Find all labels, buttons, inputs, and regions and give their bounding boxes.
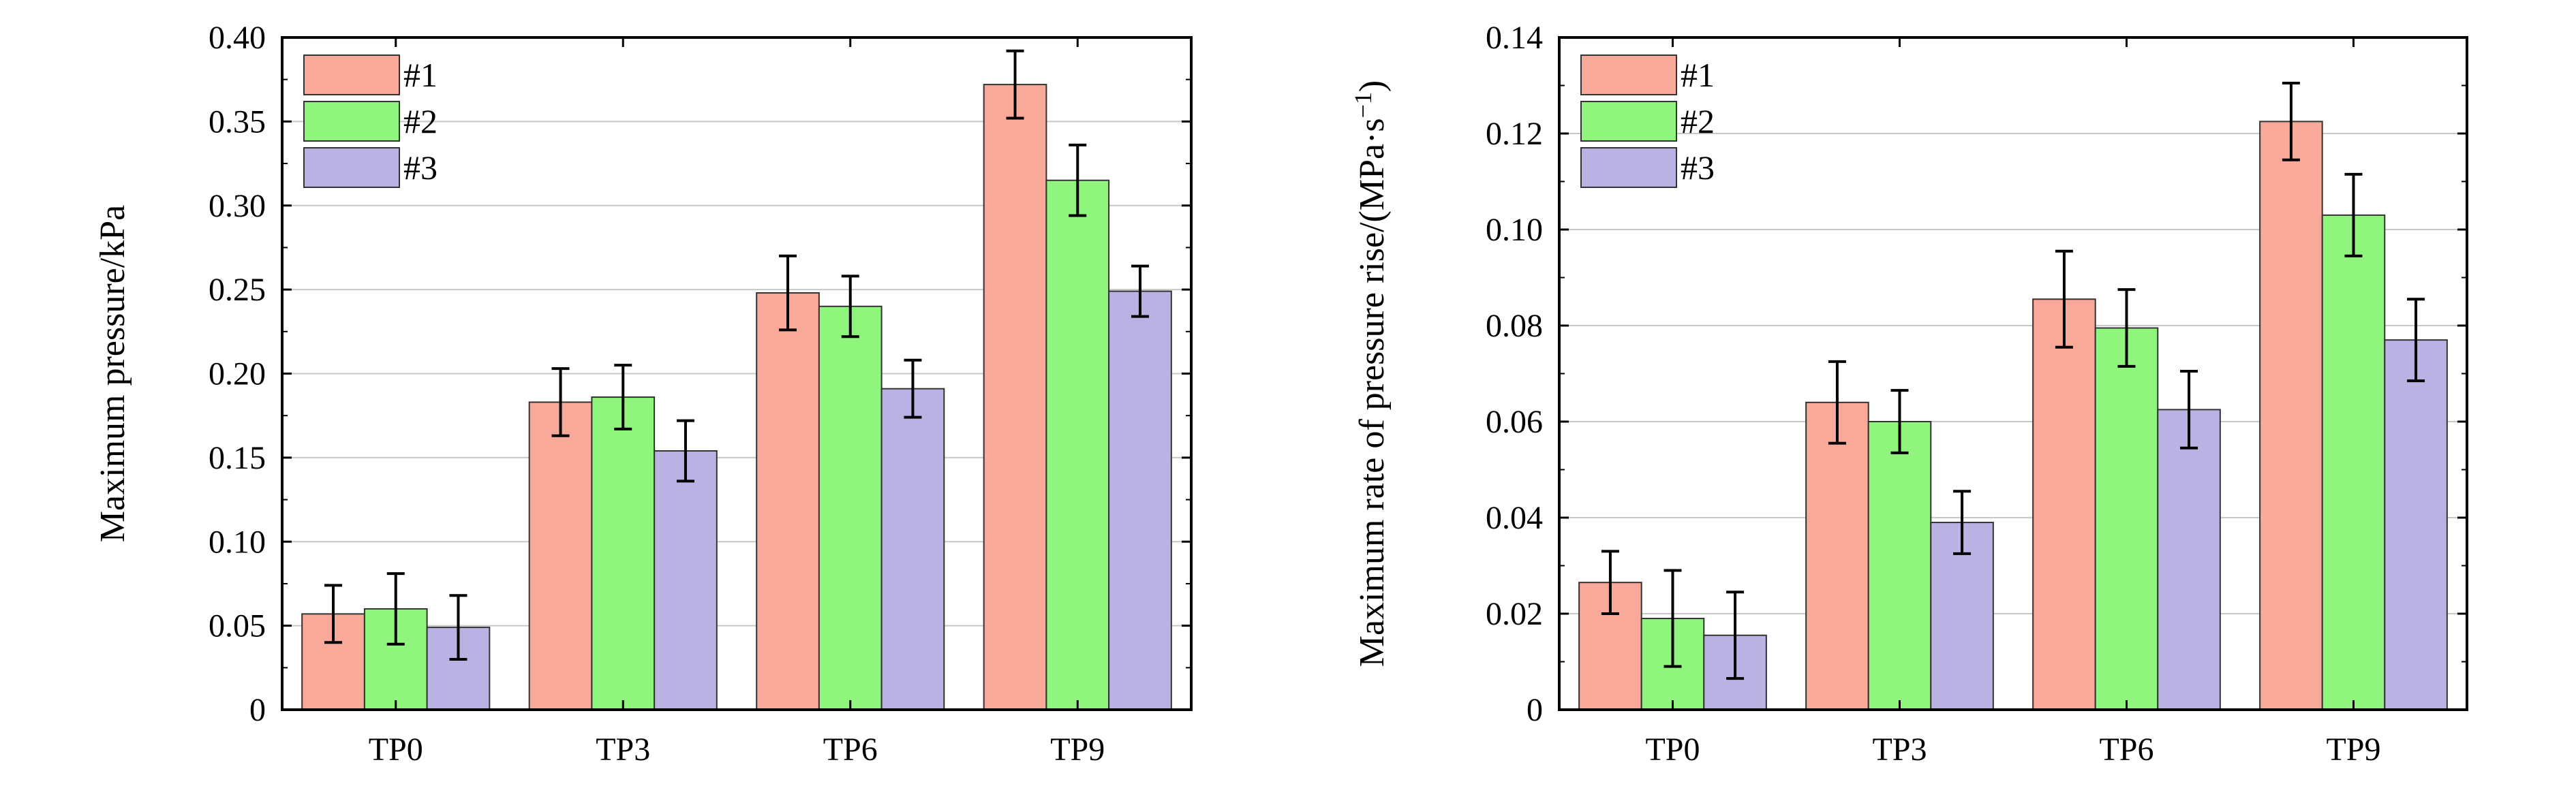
bar-s3-TP6 [2157, 409, 2221, 710]
y-tick-label: 0.05 [209, 608, 266, 644]
legend-swatch [303, 101, 400, 142]
chart-max-pressure: 0 0.05 0.10 0.15 0.20 0.25 0.30 0.35 0.40 TP0 TP3 T… [93, 20, 1193, 768]
legend-label: #3 [403, 148, 438, 187]
legend-label: #1 [403, 56, 438, 94]
legend-label: #3 [1681, 148, 1715, 187]
bar-s2-TP9 [1045, 179, 1110, 710]
x-tick-label: TP6 [2099, 732, 2153, 768]
y-tick-label: 0.04 [1486, 500, 1543, 536]
y-tick-label: 0.08 [1486, 308, 1543, 344]
x-tick-label: TP0 [369, 732, 423, 768]
y-tick-label: 0.20 [209, 356, 266, 392]
y-tick-label: 0.14 [1486, 20, 1543, 56]
legend-label: #2 [403, 102, 438, 140]
legend-label: #2 [1681, 102, 1715, 140]
bar-s1-TP9 [2259, 121, 2323, 710]
y-tick-label: 0.10 [1486, 212, 1543, 248]
y-tick-label: 0.02 [1486, 596, 1543, 632]
y-tick-label: 0 [249, 692, 266, 728]
bar-s2-TP6 [2094, 327, 2159, 710]
legend-swatch [303, 147, 400, 188]
legend-swatch [1580, 54, 1677, 95]
y-tick-label: 0.15 [209, 440, 266, 476]
y-axis-label-superscript: −1 [1349, 92, 1377, 118]
x-tick-label: TP3 [596, 732, 650, 768]
legend-label: #1 [1681, 56, 1715, 94]
y-tick-label: 0.12 [1486, 116, 1543, 152]
legend-swatch [1580, 147, 1677, 188]
y-axis-label: Maximum rate of pressure rise/(MPa·s−1) [1349, 80, 1392, 667]
y-tick-label: 0.25 [209, 272, 266, 308]
y-tick-label: 0 [1527, 692, 1543, 728]
bar-s1-TP6 [2032, 298, 2096, 711]
chart-max-pressure-rise-rate: 0 0.02 0.04 0.06 0.08 0.10 0.12 0.14 TP0 TP3 TP6 TP… [1349, 20, 2468, 768]
bar-s2-TP3 [1867, 421, 1932, 710]
y-axis-label-suffix: ) [1353, 80, 1392, 92]
plot-frame [1558, 36, 2468, 711]
bar-s3-TP9 [1108, 290, 1172, 710]
x-tick-label: TP9 [2326, 732, 2380, 768]
legend-swatch [1580, 101, 1677, 142]
x-tick-label: TP6 [823, 732, 878, 768]
x-tick-label: TP0 [1645, 732, 1700, 768]
bar-s2-TP9 [2321, 214, 2386, 711]
x-tick-label: TP3 [1872, 732, 1927, 768]
bar-s1-TP3 [528, 401, 593, 710]
legend-swatch [303, 54, 400, 95]
y-tick-label: 0.06 [1486, 404, 1543, 440]
plot-frame [281, 36, 1193, 711]
y-tick-label: 0.10 [209, 524, 266, 560]
bar-s2-TP3 [591, 396, 656, 710]
y-axis-label: Maximum pressure/kPa [93, 205, 132, 542]
y-tick-label: 0.40 [209, 20, 266, 56]
x-tick-label: TP9 [1050, 732, 1105, 768]
bar-s3-TP9 [2384, 339, 2448, 710]
bar-s2-TP6 [818, 305, 883, 710]
bar-s1-TP3 [1805, 401, 1869, 710]
y-tick-label: 0.35 [209, 104, 266, 140]
y-tick-label: 0.30 [209, 188, 266, 224]
bar-s1-TP9 [983, 84, 1047, 710]
bar-s1-TP6 [756, 292, 820, 710]
bar-s3-TP3 [654, 450, 718, 710]
bar-s3-TP6 [880, 388, 945, 711]
